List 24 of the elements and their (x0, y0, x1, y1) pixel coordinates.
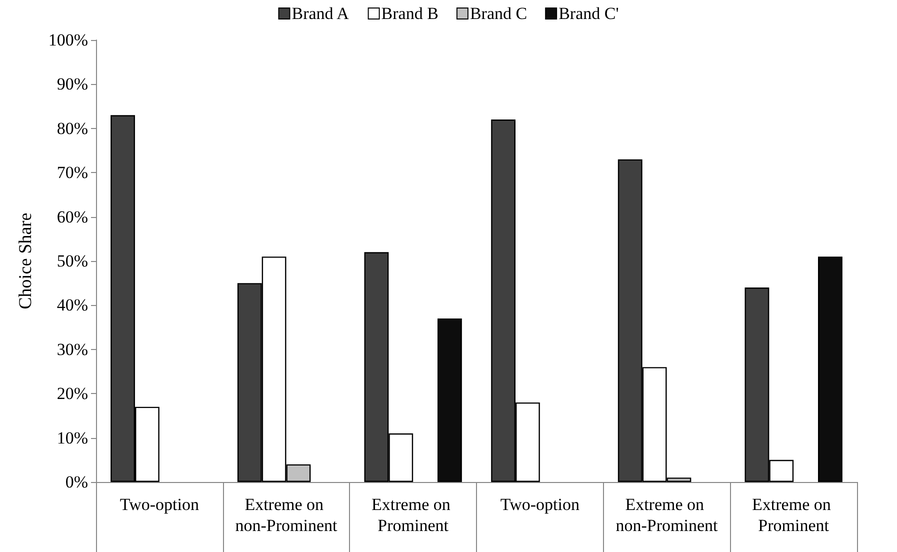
y-tick-label: 80% (56, 118, 88, 138)
y-tick-label: 10% (56, 428, 88, 448)
y-tick-label: 40% (56, 296, 88, 315)
y-tick-label: 0% (65, 472, 88, 492)
x-tick-label: Extreme on Prominent (752, 495, 836, 535)
x-tick-label: Two-option (120, 495, 200, 514)
y-axis-title: Choice Share (15, 212, 35, 310)
x-tick-label: Two-option (500, 495, 580, 514)
legend-label: Brand C (470, 4, 528, 23)
x-tick-label: Extreme on non-Prominent (616, 495, 718, 535)
legend-label: Brand C' (558, 4, 619, 23)
y-tick-label: 60% (56, 207, 88, 226)
bar (438, 318, 462, 482)
legend-label: Brand A (292, 4, 350, 23)
legend-label: Brand B (381, 4, 438, 23)
bar (818, 256, 842, 482)
y-tick-label: 20% (56, 384, 88, 404)
y-tick-label: 90% (56, 74, 88, 94)
y-tick-label: 100% (48, 30, 88, 50)
x-tick-label: Extreme on Prominent (372, 495, 455, 535)
y-tick-label: 50% (56, 252, 88, 270)
x-tick-label: Extreme on non-Prominent (235, 495, 338, 535)
y-tick-label: 30% (56, 340, 88, 359)
y-tick-label: 70% (56, 163, 88, 182)
